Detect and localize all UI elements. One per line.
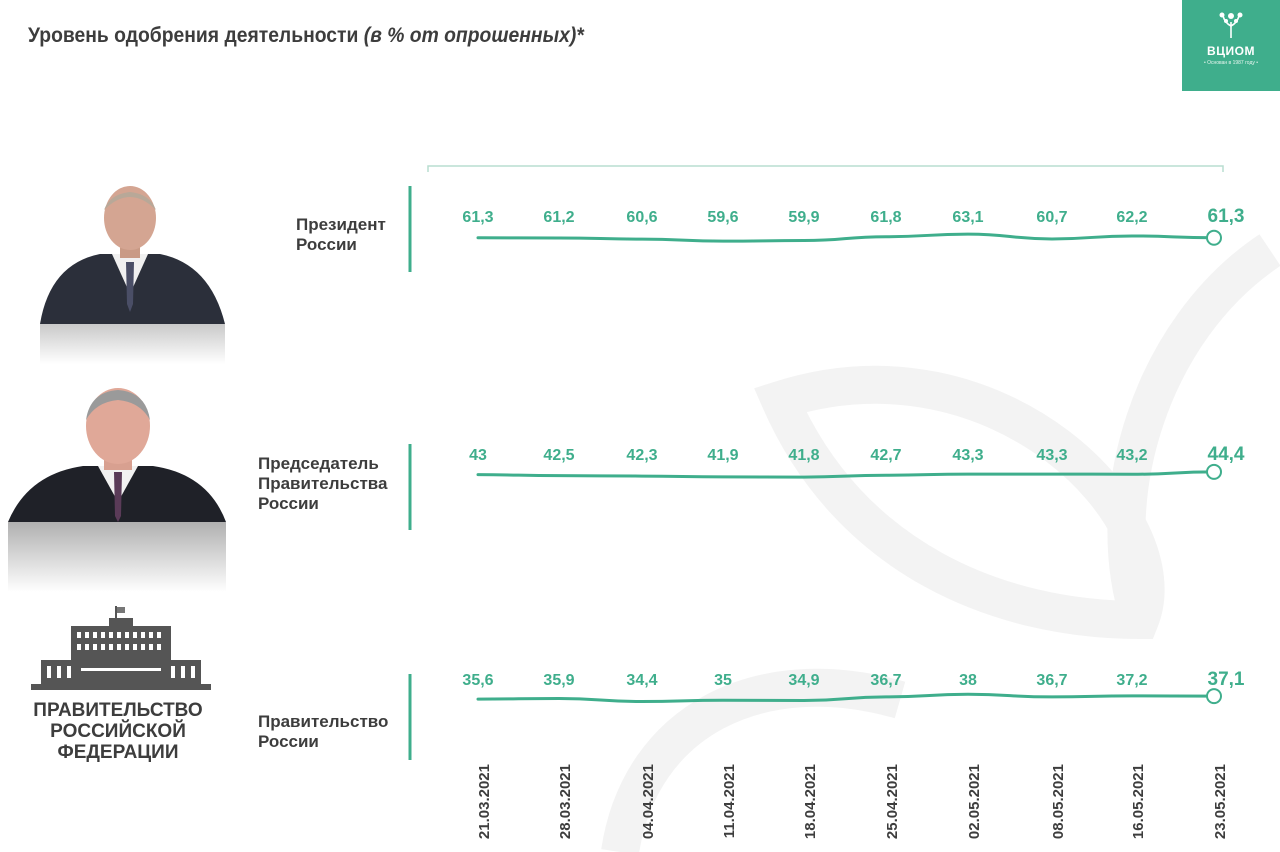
data-label: 62,2	[1116, 209, 1147, 226]
government-building-icon	[31, 606, 211, 690]
x-tick-label: 02.05.2021	[966, 764, 983, 839]
data-label: 35,9	[543, 672, 574, 689]
data-label: 43	[469, 447, 487, 464]
data-label: 59,6	[707, 209, 738, 226]
president-portrait	[40, 186, 225, 364]
series-line	[476, 232, 1216, 243]
data-label: 37,1	[1208, 669, 1245, 690]
series-line	[476, 470, 1216, 479]
data-label: 36,7	[870, 672, 901, 689]
title-main: Уровень одобрения деятельности	[28, 24, 359, 47]
data-label: 41,8	[788, 447, 819, 464]
data-label: 35,6	[462, 672, 493, 689]
data-label: 36,7	[1036, 672, 1067, 689]
data-label: 63,1	[952, 209, 983, 226]
emblem-line: ФЕДЕРАЦИИ	[57, 742, 179, 763]
data-label: 43,3	[952, 447, 983, 464]
data-label: 61,2	[543, 209, 574, 226]
logo-since: • Основан в 1987 году •	[1203, 60, 1259, 66]
vciom-logo: ВЦИОМ • Основан в 1987 году •	[1182, 0, 1280, 91]
data-label: 61,3	[462, 209, 493, 226]
data-label: 43,2	[1116, 447, 1147, 464]
chart-top-bracket	[427, 165, 1224, 172]
data-label: 34,9	[788, 672, 819, 689]
data-label: 37,2	[1116, 672, 1147, 689]
x-tick-label: 16.05.2021	[1130, 764, 1147, 839]
x-tick-label: 21.03.2021	[476, 764, 493, 839]
data-label: 60,6	[626, 209, 657, 226]
series-end-point	[1206, 229, 1222, 246]
row-label-line: Председатель	[258, 454, 379, 473]
data-label: 38	[959, 672, 977, 689]
government-emblem-text: ПРАВИТЕЛЬСТВО РОССИЙСКОЙ ФЕДЕРАЦИИ	[28, 700, 208, 763]
row-label-government: Правительство России	[258, 712, 388, 752]
row-label-line: России	[296, 235, 357, 254]
row-label-line: Правительство	[258, 712, 389, 731]
data-label: 61,3	[1208, 206, 1245, 227]
data-label: 59,9	[788, 209, 819, 226]
x-tick-label: 04.04.2021	[640, 764, 657, 839]
x-tick-label: 28.03.2021	[557, 764, 574, 839]
row-label-line: России	[258, 732, 319, 751]
data-label: 44,4	[1208, 444, 1245, 465]
series-end-point	[1206, 688, 1222, 705]
data-label: 42,7	[870, 447, 901, 464]
row-label-line: Президент	[296, 215, 386, 234]
data-label: 42,3	[626, 447, 657, 464]
row-label-president: Президент России	[296, 215, 386, 255]
x-tick-label: 18.04.2021	[802, 764, 819, 839]
x-tick-label: 11.04.2021	[721, 764, 738, 838]
series-line	[476, 692, 1216, 704]
tree-icon	[1219, 12, 1243, 38]
x-tick-label: 08.05.2021	[1050, 764, 1067, 839]
row-label-line: Правительства	[258, 474, 388, 493]
x-tick-label: 23.05.2021	[1212, 764, 1229, 839]
row-label-chairman: Председатель Правительства России	[258, 454, 387, 514]
data-label: 43,3	[1036, 447, 1067, 464]
emblem-line: РОССИЙСКОЙ	[50, 721, 186, 742]
data-label: 34,4	[626, 672, 657, 689]
data-label: 41,9	[707, 447, 738, 464]
series-end-point	[1206, 463, 1222, 480]
x-tick-label: 25.04.2021	[884, 764, 901, 839]
data-label: 42,5	[543, 447, 574, 464]
title-subtitle: (в % от опрошенных)*	[363, 24, 584, 47]
chart-title: Уровень одобрения деятельности (в % от о…	[28, 24, 584, 48]
row-label-line: России	[258, 494, 319, 513]
emblem-line: ПРАВИТЕЛЬСТВО	[33, 700, 203, 721]
chairman-portrait	[8, 388, 226, 592]
logo-name: ВЦИОМ	[1207, 44, 1255, 58]
data-label: 60,7	[1036, 209, 1067, 226]
data-label: 61,8	[870, 209, 901, 226]
data-label: 35	[714, 672, 732, 689]
